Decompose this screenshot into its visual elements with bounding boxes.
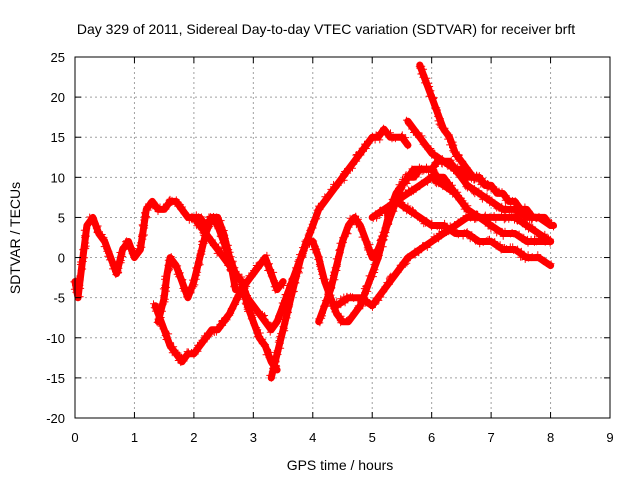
series-markers: [415, 62, 557, 231]
chart-title: Day 329 of 2011, Sidereal Day-to-day VTE…: [77, 21, 575, 37]
x-tick-label: 0: [71, 430, 78, 445]
y-tick-label: 25: [51, 50, 65, 65]
y-axis-label: SDTVAR / TECUs: [7, 182, 23, 294]
x-tick-label: 9: [606, 430, 613, 445]
series-track-c: [153, 212, 239, 326]
x-tick-label: 7: [487, 430, 494, 445]
y-tick-label: 10: [51, 170, 65, 185]
y-tick-label: -20: [46, 411, 65, 426]
data-series-group: [70, 61, 557, 382]
x-tick-label: 6: [428, 430, 435, 445]
x-axis-label: GPS time / hours: [287, 457, 394, 473]
x-tick-label: 1: [131, 430, 138, 445]
plot-frame: [74, 56, 611, 419]
y-tick-label: -10: [46, 331, 65, 346]
x-tick-label: 2: [190, 430, 197, 445]
series-track-i: [415, 61, 557, 231]
y-tick-label: -5: [53, 291, 65, 306]
series-markers: [392, 197, 555, 270]
y-tick-label: 20: [51, 90, 65, 105]
x-tick-label: 3: [250, 430, 257, 445]
series-track-k: [392, 197, 555, 270]
y-tick-label: 0: [58, 251, 65, 266]
y-tick-label: -15: [46, 371, 65, 386]
series-track-h: [368, 173, 555, 247]
x-axis: 0 1 2 3 4 5 6 7 8 9: [71, 57, 614, 445]
x-tick-label: 5: [369, 430, 376, 445]
series-markers: [369, 173, 555, 247]
y-tick-label: 5: [58, 210, 65, 225]
series-markers: [402, 116, 555, 229]
series-track-j: [402, 116, 555, 229]
y-tick-label: 15: [51, 130, 65, 145]
y-axis: 25 20 15 10 5 0 -5 -10 -15 -20: [46, 50, 610, 426]
x-tick-label: 8: [547, 430, 554, 445]
series-track-e: [266, 155, 495, 382]
series-markers: [266, 155, 495, 382]
x-tick-label: 4: [309, 430, 316, 445]
